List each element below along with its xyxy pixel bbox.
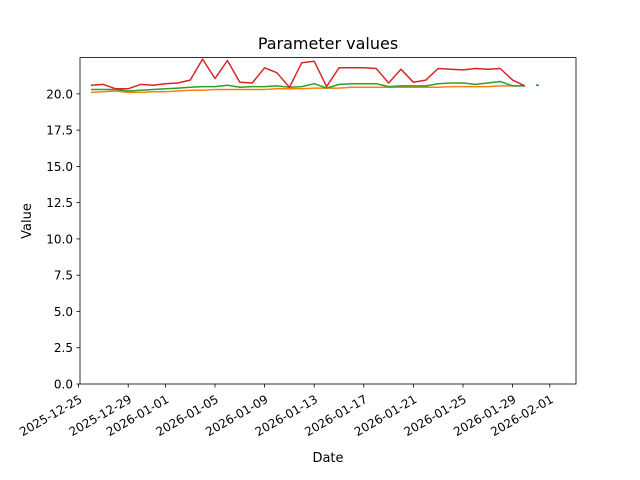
series-3-line xyxy=(91,80,525,92)
series-4-line xyxy=(90,58,526,90)
y-tick-label: 12.5 xyxy=(46,196,73,210)
y-axis: 0.0 2.5 5.0 7.5 10.0 12.5 15.0 17.5 20.0 xyxy=(46,87,80,392)
x-axis-label: Date xyxy=(312,451,343,466)
plot-frame xyxy=(79,57,577,385)
y-tick-label: 7.5 xyxy=(54,269,73,283)
y-tick-label: 0.0 xyxy=(54,378,73,392)
y-tick-label: 17.5 xyxy=(46,124,73,138)
series-layer xyxy=(90,58,539,94)
y-tick-label: 20.0 xyxy=(46,87,73,101)
chart-title: Parameter values xyxy=(258,34,398,53)
y-tick-label: 10.0 xyxy=(46,232,73,246)
y-tick-label: 5.0 xyxy=(54,305,73,319)
y-axis-label: Value xyxy=(20,203,35,239)
plot-area xyxy=(79,57,577,385)
y-tick-label: 15.0 xyxy=(46,160,73,174)
series-2-line xyxy=(90,85,525,94)
y-tick-label: 2.5 xyxy=(54,341,73,355)
